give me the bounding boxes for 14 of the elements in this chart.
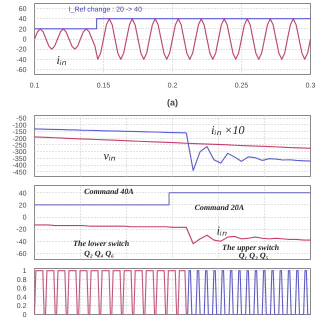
annotation: Command 20A (194, 202, 245, 212)
annotation: Q₂ Q₄ Q₆ (84, 248, 114, 258)
annotation: The upper switch (222, 242, 280, 252)
annotation: iᵢₙ (216, 223, 227, 238)
text: (a) (167, 98, 178, 108)
annotation: The lower switch (73, 239, 130, 248)
annotation: Command 40A (84, 187, 134, 196)
line-series (34, 128, 310, 172)
annotation: vᵢₙ (104, 148, 116, 163)
annotation: Q₁ Q₃ Q₅ (238, 250, 269, 260)
annotation: iᵢₙ (56, 53, 67, 68)
annotation: iᵢₙ ×10 (211, 123, 244, 138)
line-series (34, 224, 310, 244)
line-series (34, 136, 310, 149)
